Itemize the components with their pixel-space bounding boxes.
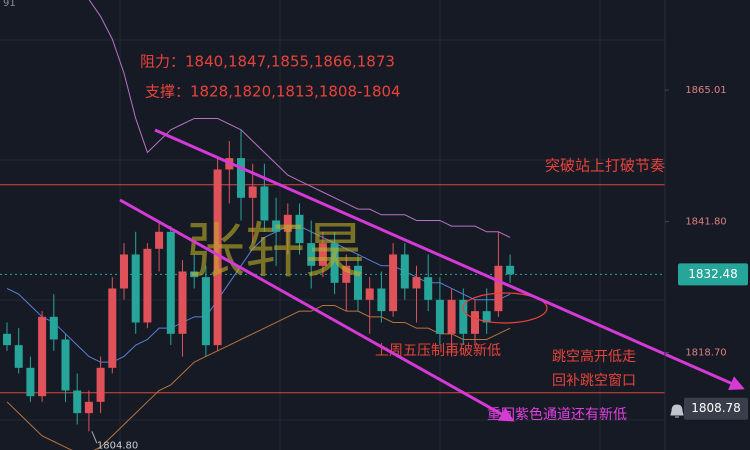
candle-body	[84, 401, 93, 414]
channel-arrow	[154, 128, 745, 391]
low-marker	[91, 431, 98, 444]
candle-body	[190, 271, 199, 278]
candle-body	[354, 265, 362, 300]
candle-body	[248, 186, 257, 198]
candle-body	[201, 277, 210, 346]
candle-body	[307, 243, 316, 266]
y-tick-label: 1818.70	[685, 348, 726, 359]
band-line	[6, 304, 511, 450]
watermark: 张轩昊	[185, 217, 365, 287]
candle-body	[166, 231, 175, 334]
candle-body	[14, 345, 23, 368]
y-tick-label: 1865.01	[685, 85, 726, 96]
candle-body	[295, 214, 304, 244]
last-price-label: 1832.48	[688, 267, 738, 281]
candle-body	[96, 367, 105, 402]
candle-body	[3, 333, 11, 346]
alert-price-label: 1808.78	[691, 401, 741, 415]
candle-body	[108, 288, 117, 368]
candle-body	[389, 254, 398, 312]
candle-body	[260, 186, 269, 221]
annotation: 回补跳空窗口	[552, 372, 636, 389]
candle-body	[412, 277, 421, 289]
last-price-box	[678, 263, 748, 286]
candle-body	[120, 254, 128, 289]
bell-icon	[670, 404, 684, 418]
highlight-ellipse	[462, 292, 548, 324]
candle-body	[494, 265, 503, 312]
candle-body	[49, 316, 58, 340]
corner-label: 91	[3, 0, 16, 9]
candle-body	[26, 367, 35, 397]
candle-body	[131, 254, 140, 323]
alert-price-box	[684, 397, 748, 420]
channel-arrow	[119, 198, 515, 422]
annotation: 重回紫色通道还有新低	[487, 406, 627, 423]
annotation: 阻力：1840,1847,1855,1866,1873	[140, 53, 395, 71]
candle-body	[61, 339, 70, 391]
annotation: 支撑：1828,1820,1813,1808-1804	[145, 83, 401, 101]
candle-body	[459, 299, 468, 334]
candle-body	[38, 316, 47, 397]
candle-body	[213, 169, 222, 346]
candle-body	[447, 299, 456, 334]
candle-body	[482, 311, 491, 323]
low-label: 1804.80	[97, 440, 138, 450]
candle-body	[400, 254, 409, 289]
candle-body	[155, 231, 164, 249]
candle-body	[178, 271, 187, 334]
candle-body	[283, 214, 292, 232]
candle-body	[330, 243, 339, 283]
candle-body	[342, 265, 351, 283]
candle-body	[143, 248, 152, 323]
candle-body	[272, 220, 281, 232]
annotation: 突破站上打破节奏	[545, 157, 665, 175]
candle-body	[471, 311, 479, 334]
candle-body	[73, 390, 82, 414]
y-tick-label: 1841.80	[685, 217, 726, 228]
candle-body	[237, 158, 245, 198]
candle-body	[424, 277, 433, 300]
annotation: 上周五压制再破新低	[375, 343, 501, 359]
candle-body	[435, 299, 444, 334]
annotation: 跳空高开低走	[552, 348, 636, 365]
band-line	[88, 0, 511, 238]
candle-body	[506, 265, 515, 275]
candle-body	[377, 288, 386, 312]
candle-body	[365, 288, 374, 300]
candle-body	[318, 243, 327, 266]
